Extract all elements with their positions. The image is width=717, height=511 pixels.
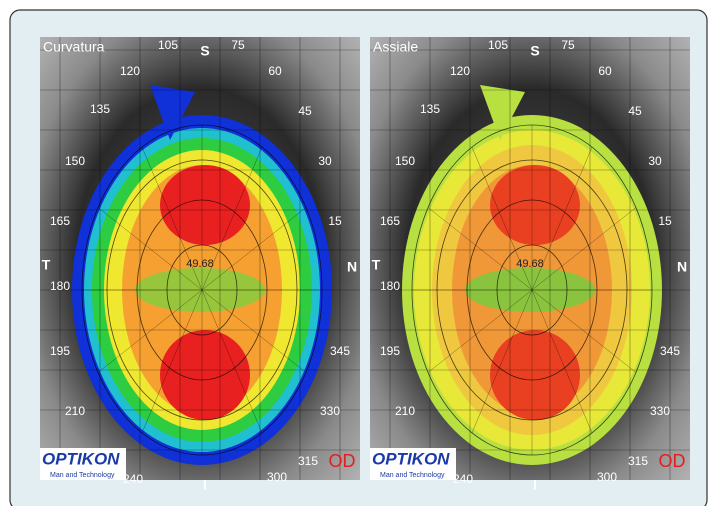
angle-label: 330 xyxy=(320,404,340,418)
angle-label: 315 xyxy=(628,454,648,468)
logo-name: OPTIKON xyxy=(372,449,450,468)
compass-label: S xyxy=(530,43,539,59)
compass-label: I xyxy=(533,477,537,493)
figure: Curvatura 105 75 120 60 135 45 150 30 165 15 180 195… xyxy=(0,0,717,506)
compass-label: I xyxy=(203,477,207,493)
map-lobe xyxy=(490,330,580,420)
angle-label: 300 xyxy=(267,470,287,484)
angle-label: 60 xyxy=(268,64,282,78)
angle-label: 300 xyxy=(597,470,617,484)
angle-label: 75 xyxy=(561,38,575,52)
compass-label: N xyxy=(347,259,357,275)
angle-label: 105 xyxy=(488,38,508,52)
angle-label: 195 xyxy=(380,344,400,358)
angle-label: 330 xyxy=(650,404,670,418)
angle-label: 120 xyxy=(120,64,140,78)
map-lobe xyxy=(160,330,250,420)
angle-label: 180 xyxy=(50,279,70,293)
angle-label: 195 xyxy=(50,344,70,358)
eye-label: OD xyxy=(329,451,356,471)
logo-name: OPTIKON xyxy=(42,449,120,468)
angle-label: 240 xyxy=(123,472,143,486)
eye-label: OD xyxy=(659,451,686,471)
map-lobe xyxy=(160,165,250,245)
topography-panel: Assiale 105 75 120 60 135 45 150 30 165 15 180 195 34… xyxy=(370,37,690,493)
angle-label: 45 xyxy=(628,104,642,118)
angle-label: 150 xyxy=(395,154,415,168)
compass-label: T xyxy=(372,257,381,273)
compass-label: S xyxy=(200,43,209,59)
panel-title: Curvatura xyxy=(43,39,105,55)
angle-label: 15 xyxy=(658,214,672,228)
angle-label: 75 xyxy=(231,38,245,52)
angle-label: 30 xyxy=(648,154,662,168)
logo-tagline: Man and Technology xyxy=(50,472,115,479)
compass-label: T xyxy=(42,257,51,273)
angle-label: 105 xyxy=(158,38,178,52)
angle-label: 45 xyxy=(298,104,312,118)
map-lobe xyxy=(490,165,580,245)
logo-tagline: Man and Technology xyxy=(380,472,445,479)
panel-title: Assiale xyxy=(373,39,418,55)
angle-label: 150 xyxy=(65,154,85,168)
angle-label: 135 xyxy=(90,102,110,116)
angle-label: 345 xyxy=(330,344,350,358)
center-value: 49.68 xyxy=(186,258,214,270)
angle-label: 120 xyxy=(450,64,470,78)
angle-label: 165 xyxy=(50,214,70,228)
topography-panel: Curvatura 105 75 120 60 135 45 150 30 165 15 180 195… xyxy=(40,37,360,493)
center-value: 49.68 xyxy=(516,258,544,270)
angle-label: 60 xyxy=(598,64,612,78)
compass-label: N xyxy=(677,259,687,275)
angle-label: 15 xyxy=(328,214,342,228)
angle-label: 210 xyxy=(65,404,85,418)
angle-label: 180 xyxy=(380,279,400,293)
angle-label: 345 xyxy=(660,344,680,358)
angle-label: 30 xyxy=(318,154,332,168)
angle-label: 165 xyxy=(380,214,400,228)
angle-label: 240 xyxy=(453,472,473,486)
angle-label: 315 xyxy=(298,454,318,468)
angle-label: 135 xyxy=(420,102,440,116)
angle-label: 210 xyxy=(395,404,415,418)
